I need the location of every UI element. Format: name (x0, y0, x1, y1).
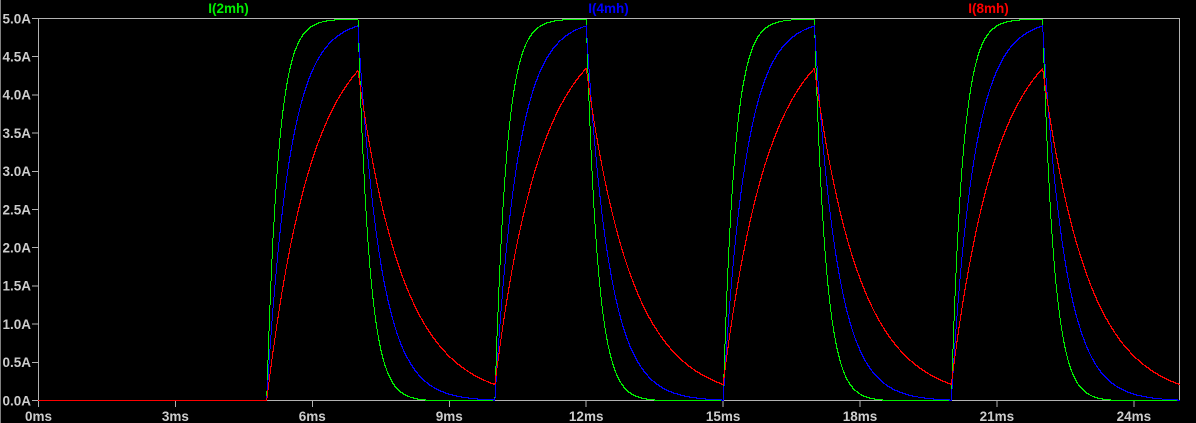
svg-text:1.5A: 1.5A (2, 279, 31, 294)
svg-text:3.0A: 3.0A (2, 164, 31, 179)
svg-text:12ms: 12ms (569, 409, 604, 423)
svg-text:I(2mh): I(2mh) (208, 1, 249, 16)
svg-text:4.0A: 4.0A (2, 88, 31, 103)
svg-text:3.5A: 3.5A (2, 126, 31, 141)
svg-text:1.0A: 1.0A (2, 317, 31, 332)
svg-text:I(8mh): I(8mh) (968, 1, 1009, 16)
svg-text:0.5A: 0.5A (2, 355, 31, 370)
svg-text:4.5A: 4.5A (2, 50, 31, 65)
svg-text:2.5A: 2.5A (2, 202, 31, 217)
svg-text:0.0A: 0.0A (2, 393, 31, 408)
svg-text:18ms: 18ms (843, 409, 878, 423)
svg-text:I(4mh): I(4mh) (588, 1, 629, 16)
svg-text:5.0A: 5.0A (2, 11, 31, 26)
svg-text:0ms: 0ms (25, 409, 52, 423)
svg-text:24ms: 24ms (1117, 409, 1152, 423)
svg-text:15ms: 15ms (706, 409, 741, 423)
svg-text:6ms: 6ms (299, 409, 326, 423)
svg-text:21ms: 21ms (980, 409, 1015, 423)
svg-text:2.0A: 2.0A (2, 241, 31, 256)
svg-text:9ms: 9ms (436, 409, 463, 423)
svg-text:3ms: 3ms (162, 409, 189, 423)
